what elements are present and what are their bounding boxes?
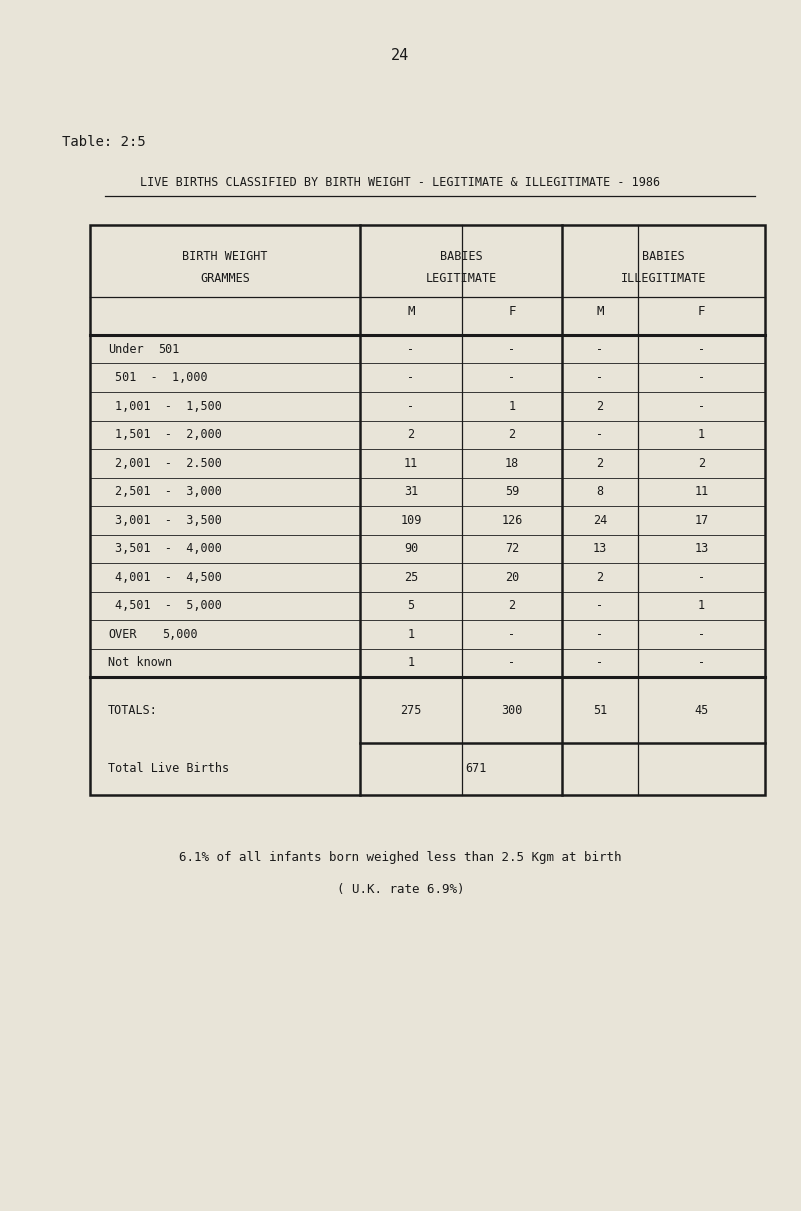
- Text: -: -: [597, 627, 604, 641]
- Text: 2: 2: [597, 400, 604, 413]
- Text: -: -: [698, 570, 705, 584]
- Text: Total Live Births: Total Live Births: [108, 763, 229, 775]
- Text: 2,001  -  2.500: 2,001 - 2.500: [115, 457, 222, 470]
- Text: 1: 1: [698, 429, 705, 441]
- Text: ( U.K. rate 6.9%): ( U.K. rate 6.9%): [336, 884, 465, 896]
- Text: -: -: [408, 372, 415, 384]
- Text: F: F: [509, 305, 516, 318]
- Text: 31: 31: [404, 486, 418, 498]
- Text: -: -: [509, 343, 516, 356]
- Text: -: -: [597, 429, 604, 441]
- Bar: [90, 225, 765, 794]
- Text: -: -: [698, 343, 705, 356]
- Text: Under: Under: [108, 343, 143, 356]
- Text: -: -: [698, 627, 705, 641]
- Text: -: -: [597, 656, 604, 670]
- Text: BABIES: BABIES: [440, 251, 482, 264]
- Text: 3,001  -  3,500: 3,001 - 3,500: [115, 513, 222, 527]
- Text: 1,001  -  1,500: 1,001 - 1,500: [115, 400, 222, 413]
- Text: -: -: [698, 656, 705, 670]
- Text: 51: 51: [593, 704, 607, 717]
- Text: GRAMMES: GRAMMES: [200, 272, 250, 286]
- Text: 25: 25: [404, 570, 418, 584]
- Text: 300: 300: [501, 704, 523, 717]
- Text: 20: 20: [505, 570, 519, 584]
- Text: 275: 275: [400, 704, 421, 717]
- Text: 3,501  -  4,000: 3,501 - 4,000: [115, 543, 222, 556]
- Text: 13: 13: [593, 543, 607, 556]
- Text: 4,501  -  5,000: 4,501 - 5,000: [115, 599, 222, 613]
- Text: 2: 2: [597, 457, 604, 470]
- Text: 2: 2: [509, 429, 516, 441]
- Text: TOTALS:: TOTALS:: [108, 704, 158, 717]
- Text: 5: 5: [408, 599, 415, 613]
- Text: -: -: [408, 400, 415, 413]
- Text: -: -: [408, 343, 415, 356]
- Text: 1: 1: [408, 627, 415, 641]
- Text: M: M: [596, 305, 604, 318]
- Text: OVER: OVER: [108, 627, 136, 641]
- Text: 2: 2: [698, 457, 705, 470]
- Text: -: -: [698, 400, 705, 413]
- Text: -: -: [597, 343, 604, 356]
- Text: 6.1% of all infants born weighed less than 2.5 Kgm at birth: 6.1% of all infants born weighed less th…: [179, 850, 622, 863]
- Text: BABIES: BABIES: [642, 251, 685, 264]
- Text: M: M: [407, 305, 415, 318]
- Text: 501  -  1,000: 501 - 1,000: [115, 372, 207, 384]
- Text: 2: 2: [408, 429, 415, 441]
- Text: -: -: [509, 656, 516, 670]
- Text: 8: 8: [597, 486, 604, 498]
- Text: LIVE BIRTHS CLASSIFIED BY BIRTH WEIGHT - LEGITIMATE & ILLEGITIMATE - 1986: LIVE BIRTHS CLASSIFIED BY BIRTH WEIGHT -…: [140, 176, 661, 189]
- Text: 72: 72: [505, 543, 519, 556]
- Text: 59: 59: [505, 486, 519, 498]
- Text: 11: 11: [694, 486, 709, 498]
- Text: 5,000: 5,000: [162, 627, 198, 641]
- Text: 109: 109: [400, 513, 421, 527]
- Text: 2: 2: [597, 570, 604, 584]
- Text: 24: 24: [392, 47, 409, 63]
- Text: 24: 24: [593, 513, 607, 527]
- Text: LEGITIMATE: LEGITIMATE: [425, 272, 497, 286]
- Text: 501: 501: [158, 343, 179, 356]
- Text: 13: 13: [694, 543, 709, 556]
- Text: 90: 90: [404, 543, 418, 556]
- Text: 126: 126: [501, 513, 523, 527]
- Text: 1,501  -  2,000: 1,501 - 2,000: [115, 429, 222, 441]
- Text: -: -: [509, 372, 516, 384]
- Text: Table: 2:5: Table: 2:5: [62, 134, 146, 149]
- Text: 45: 45: [694, 704, 709, 717]
- Text: 2: 2: [509, 599, 516, 613]
- Text: 1: 1: [408, 656, 415, 670]
- Text: -: -: [597, 372, 604, 384]
- Text: 1: 1: [509, 400, 516, 413]
- Text: 2,501  -  3,000: 2,501 - 3,000: [115, 486, 222, 498]
- Text: 11: 11: [404, 457, 418, 470]
- Text: 17: 17: [694, 513, 709, 527]
- Text: -: -: [509, 627, 516, 641]
- Text: Not known: Not known: [108, 656, 172, 670]
- Text: 4,001  -  4,500: 4,001 - 4,500: [115, 570, 222, 584]
- Text: 1: 1: [698, 599, 705, 613]
- Text: ILLEGITIMATE: ILLEGITIMATE: [621, 272, 706, 286]
- Text: -: -: [698, 372, 705, 384]
- Text: BIRTH WEIGHT: BIRTH WEIGHT: [183, 251, 268, 264]
- Text: F: F: [698, 305, 705, 318]
- Text: 671: 671: [465, 763, 487, 775]
- Text: 18: 18: [505, 457, 519, 470]
- Text: -: -: [597, 599, 604, 613]
